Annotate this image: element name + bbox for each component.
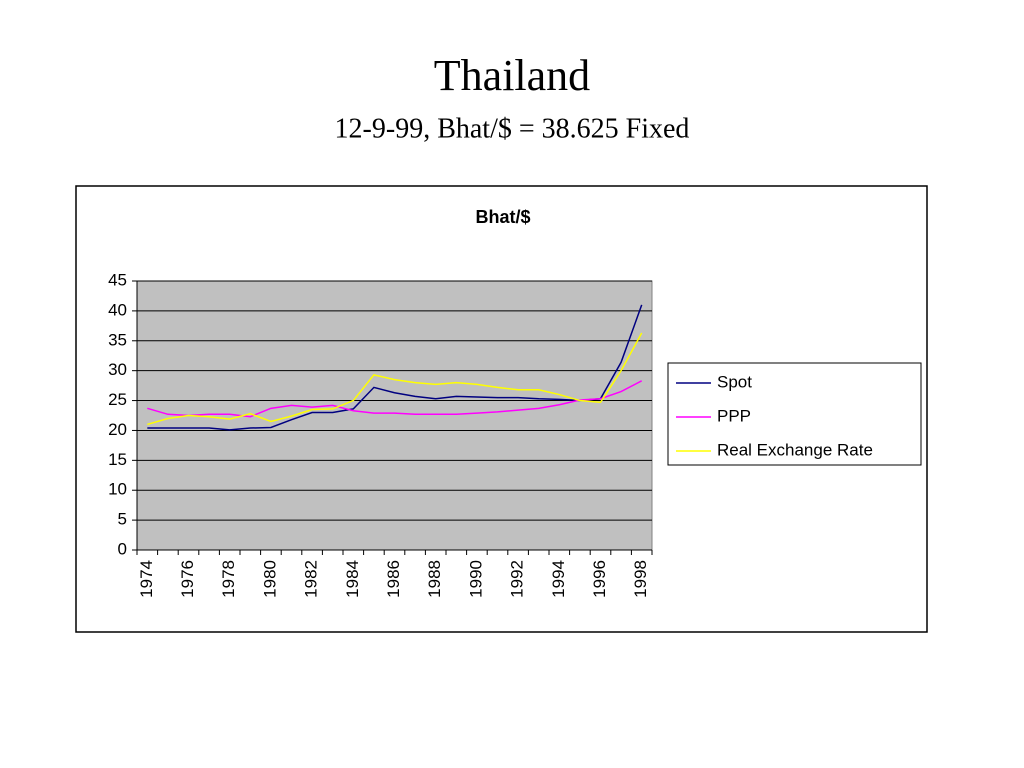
- y-tick-label: 15: [108, 450, 127, 469]
- x-tick-label: 1978: [219, 560, 238, 598]
- x-tick-label: 1982: [302, 560, 321, 598]
- x-tick-label: 1998: [631, 560, 650, 598]
- y-tick-label: 10: [108, 480, 127, 499]
- x-tick-label: 1990: [466, 560, 485, 598]
- y-tick-label: 20: [108, 420, 127, 439]
- series-line: [147, 380, 643, 418]
- y-tick-label: 45: [108, 270, 127, 289]
- legend-label: PPP: [717, 406, 751, 425]
- y-tick-label: 0: [118, 539, 127, 558]
- x-tick-label: 1980: [260, 560, 279, 598]
- series-line: [147, 304, 643, 431]
- x-tick-label: 1974: [137, 560, 156, 598]
- series-line: [147, 332, 643, 426]
- x-tick-label: 1996: [590, 560, 609, 598]
- y-tick-label: 5: [118, 510, 127, 529]
- x-tick-label: 1976: [178, 560, 197, 598]
- legend-label: Spot: [717, 372, 752, 391]
- legend-box: [667, 362, 922, 466]
- x-tick-label: 1986: [384, 560, 403, 598]
- x-tick-label: 1994: [549, 560, 568, 598]
- chart-title: Bhat/$: [475, 207, 530, 227]
- y-tick-label: 30: [108, 360, 127, 379]
- y-tick-label: 40: [108, 300, 127, 319]
- x-tick-label: 1992: [508, 560, 527, 598]
- slide-subtitle: 12-9-99, Bhat/$ = 38.625 Fixed: [335, 113, 690, 144]
- x-tick-label: 1988: [425, 560, 444, 598]
- x-tick-label: 1984: [343, 560, 362, 598]
- slide-title: Thailand: [434, 51, 590, 100]
- y-tick-label: 35: [108, 330, 127, 349]
- legend-label: Real Exchange Rate: [717, 440, 873, 459]
- y-tick-label: 25: [108, 390, 127, 409]
- plot-area: [136, 280, 653, 551]
